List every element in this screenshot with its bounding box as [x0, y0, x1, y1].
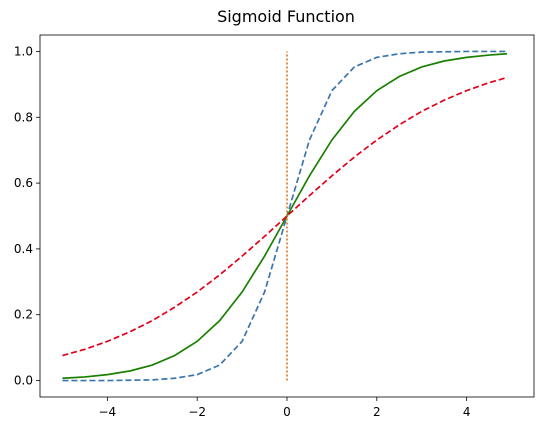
y-tick-label: 0.2: [14, 308, 33, 322]
x-tick-label: 4: [463, 405, 471, 419]
x-axis: −4 −2 0 2 4: [99, 397, 471, 419]
y-tick-label: 0.8: [14, 110, 33, 124]
y-tick-label: 0.4: [14, 242, 33, 256]
y-axis: 0.0 0.2 0.4 0.6 0.8 1.0: [14, 44, 40, 388]
x-tick-label: −4: [99, 405, 117, 419]
y-tick-label: 0.6: [14, 176, 33, 190]
series-line-1: [62, 50, 508, 382]
series-line-3: [62, 76, 508, 357]
y-tick-label: 1.0: [14, 44, 33, 58]
series-layer: [62, 50, 508, 382]
x-tick-label: −2: [188, 405, 206, 419]
chart-title: Sigmoid Function: [217, 7, 355, 26]
x-tick-label: 0: [283, 405, 291, 419]
x-tick-label: 2: [373, 405, 381, 419]
y-tick-label: 0.0: [14, 374, 33, 388]
